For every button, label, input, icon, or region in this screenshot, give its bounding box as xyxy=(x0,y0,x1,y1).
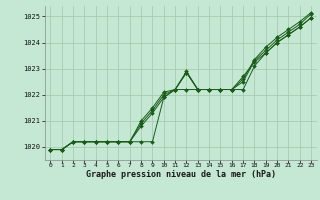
X-axis label: Graphe pression niveau de la mer (hPa): Graphe pression niveau de la mer (hPa) xyxy=(86,170,276,179)
